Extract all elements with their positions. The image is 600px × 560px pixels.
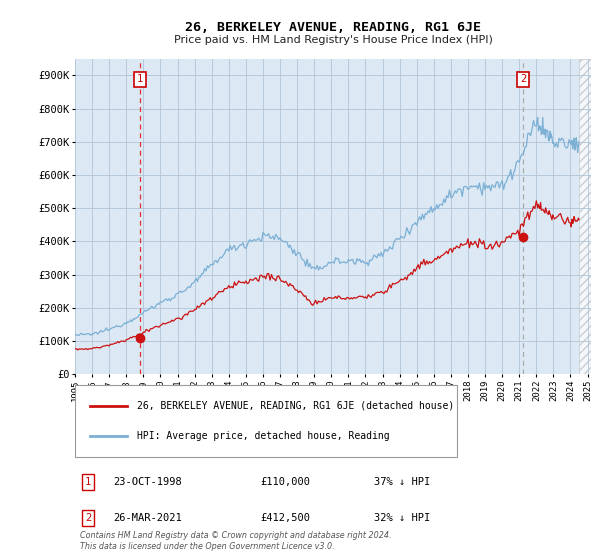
Text: 2: 2 — [85, 514, 91, 524]
Text: 26-MAR-2021: 26-MAR-2021 — [114, 514, 182, 524]
Text: 37% ↓ HPI: 37% ↓ HPI — [374, 477, 431, 487]
Text: Contains HM Land Registry data © Crown copyright and database right 2024.
This d: Contains HM Land Registry data © Crown c… — [80, 531, 392, 551]
Text: 26, BERKELEY AVENUE, READING, RG1 6JE (detached house): 26, BERKELEY AVENUE, READING, RG1 6JE (d… — [137, 401, 454, 411]
Text: HPI: Average price, detached house, Reading: HPI: Average price, detached house, Read… — [137, 431, 389, 441]
Text: £412,500: £412,500 — [261, 514, 311, 524]
Text: 2: 2 — [520, 74, 526, 85]
Text: 1: 1 — [137, 74, 143, 85]
Text: 23-OCT-1998: 23-OCT-1998 — [114, 477, 182, 487]
Text: 1: 1 — [85, 477, 91, 487]
Text: Price paid vs. HM Land Registry's House Price Index (HPI): Price paid vs. HM Land Registry's House … — [173, 35, 493, 45]
Text: 32% ↓ HPI: 32% ↓ HPI — [374, 514, 431, 524]
Text: 26, BERKELEY AVENUE, READING, RG1 6JE: 26, BERKELEY AVENUE, READING, RG1 6JE — [185, 21, 481, 34]
Bar — [579, 59, 591, 374]
FancyBboxPatch shape — [75, 385, 457, 457]
Text: £110,000: £110,000 — [261, 477, 311, 487]
